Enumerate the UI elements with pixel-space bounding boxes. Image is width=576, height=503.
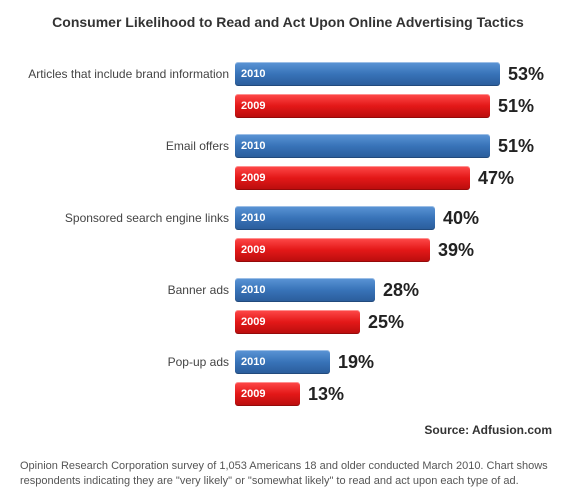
category-label: Banner ads [10, 274, 235, 306]
bar-row: 2009 51% [10, 90, 566, 122]
value-label: 25% [368, 306, 404, 338]
source-label: Source: Adfusion.com [424, 423, 552, 437]
bar-row: 2009 47% [10, 162, 566, 194]
bar-2010: 2010 [235, 62, 500, 86]
series-year-label: 2010 [241, 350, 265, 374]
series-year-label: 2009 [241, 94, 265, 118]
value-label: 19% [338, 346, 374, 378]
bar-row: Pop-up ads2010 19% [10, 346, 566, 378]
category-label: Pop-up ads [10, 346, 235, 378]
value-label: 51% [498, 90, 534, 122]
bar-row: Sponsored search engine links2010 40% [10, 202, 566, 234]
series-year-label: 2009 [241, 166, 265, 190]
series-year-label: 2010 [241, 62, 265, 86]
bar-row: Articles that include brand information2… [10, 58, 566, 90]
chart-footnote: Opinion Research Corporation survey of 1… [20, 459, 556, 489]
bar-row: Banner ads2010 28% [10, 274, 566, 306]
bar-row: Email offers2010 51% [10, 130, 566, 162]
value-label: 39% [438, 234, 474, 266]
bar-row: 2009 39% [10, 234, 566, 266]
bar-2010: 2010 [235, 350, 330, 374]
series-year-label: 2009 [241, 238, 265, 262]
series-year-label: 2009 [241, 310, 265, 334]
bar-2009: 2009 [235, 310, 360, 334]
bar-row: 2009 25% [10, 306, 566, 338]
value-label: 53% [508, 58, 544, 90]
bar-2010: 2010 [235, 278, 375, 302]
bar-2009: 2009 [235, 238, 430, 262]
series-year-label: 2010 [241, 278, 265, 302]
bar-2009: 2009 [235, 166, 470, 190]
bar-2009: 2009 [235, 382, 300, 406]
series-year-label: 2009 [241, 382, 265, 406]
bar-row: 2009 13% [10, 378, 566, 410]
bar-2010: 2010 [235, 206, 435, 230]
series-year-label: 2010 [241, 206, 265, 230]
chart-area: Articles that include brand information2… [10, 50, 566, 438]
bar-2010: 2010 [235, 134, 490, 158]
category-label: Email offers [10, 130, 235, 162]
value-label: 28% [383, 274, 419, 306]
value-label: 40% [443, 202, 479, 234]
bar-2009: 2009 [235, 94, 490, 118]
series-year-label: 2010 [241, 134, 265, 158]
chart-title: Consumer Likelihood to Read and Act Upon… [0, 0, 576, 40]
value-label: 47% [478, 162, 514, 194]
value-label: 13% [308, 378, 344, 410]
category-label: Sponsored search engine links [10, 202, 235, 234]
category-label: Articles that include brand information [10, 58, 235, 90]
value-label: 51% [498, 130, 534, 162]
